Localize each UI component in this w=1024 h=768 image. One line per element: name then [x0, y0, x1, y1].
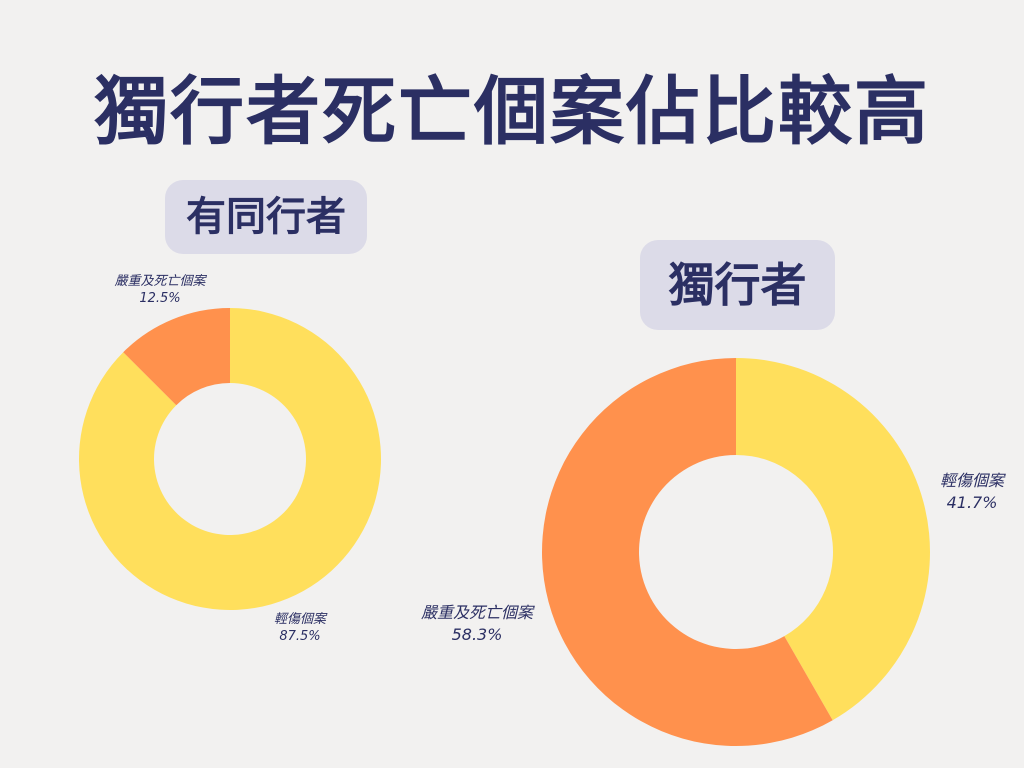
value-minor-alone: 41.7% [947, 493, 998, 512]
chart-title-alone: 獨行者 [640, 240, 835, 330]
chart-title-with-companion: 有同行者 [165, 180, 367, 254]
with-companion-slice-minor-injury [78, 308, 382, 610]
label-major-with-companion: 輕傷個案 [274, 612, 328, 627]
label-minor-with-companion: 嚴重及死亡個案 [114, 274, 207, 289]
label-major-alone: 嚴重及死亡個案 [421, 603, 535, 622]
value-minor-with-companion: 12.5% [139, 291, 180, 306]
label-minor-alone: 輕傷個案 [940, 471, 1006, 490]
alone-slice-serious-fatal [541, 358, 833, 746]
value-major-alone: 58.3% [452, 625, 503, 644]
alone-slice-minor-injury [736, 358, 930, 721]
with-companion-slice-serious-fatal [123, 308, 230, 406]
page-title: 獨行者死亡個案佔比較高 [94, 69, 930, 155]
value-major-with-companion: 87.5% [279, 629, 320, 644]
